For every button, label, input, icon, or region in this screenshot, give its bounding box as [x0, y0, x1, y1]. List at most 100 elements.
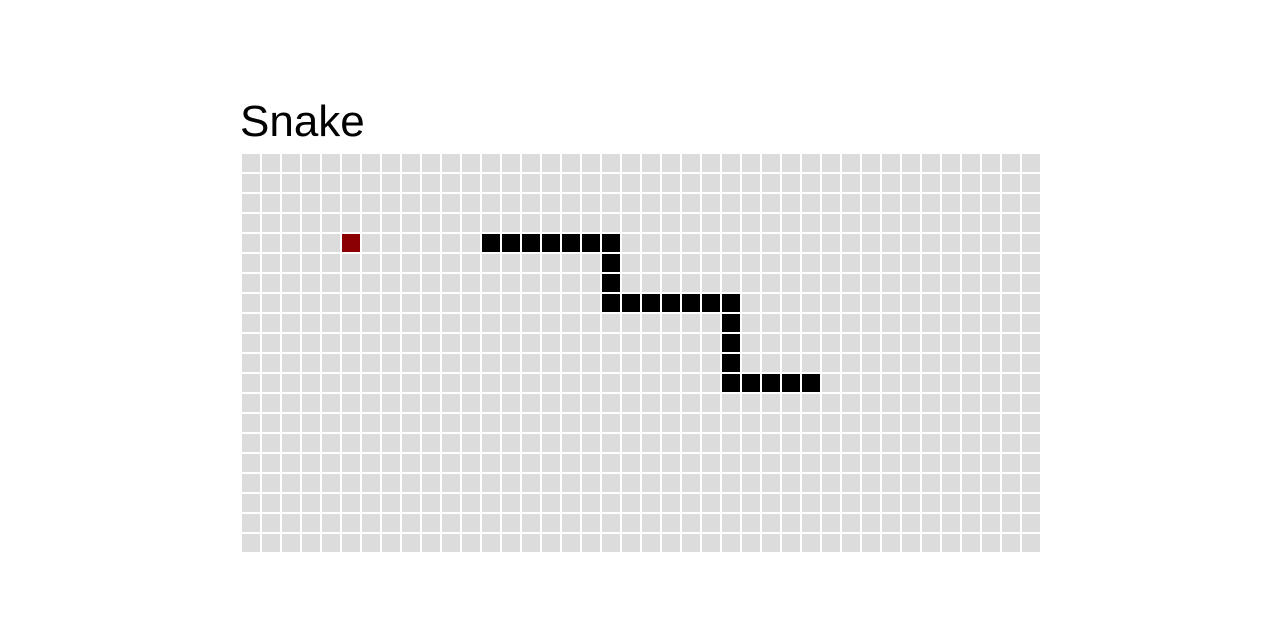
board-cell: [920, 252, 940, 272]
board-cell: [340, 272, 360, 292]
board-cell: [740, 332, 760, 352]
board-cell: [800, 472, 820, 492]
board-cell: [480, 512, 500, 532]
board-cell: [460, 252, 480, 272]
board-cell: [280, 532, 300, 552]
board-cell: [820, 252, 840, 272]
board-cell: [760, 512, 780, 532]
board-cell: [260, 192, 280, 212]
board-cell: [920, 152, 940, 172]
board-cell: [720, 432, 740, 452]
board-cell: [400, 532, 420, 552]
board-cell: [520, 512, 540, 532]
board-cell: [960, 172, 980, 192]
board-cell: [360, 232, 380, 252]
board-cell: [380, 452, 400, 472]
board-cell: [800, 512, 820, 532]
board-cell: [540, 312, 560, 332]
board-cell: [580, 492, 600, 512]
board-cell: [260, 412, 280, 432]
board-cell: [260, 492, 280, 512]
board-cell: [560, 372, 580, 392]
board-cell: [820, 152, 840, 172]
snake-segment: [520, 232, 540, 252]
board-cell: [620, 212, 640, 232]
board-cell: [600, 492, 620, 512]
board-cell: [360, 372, 380, 392]
board-cell: [1000, 512, 1020, 532]
board-cell: [960, 452, 980, 472]
board-cell: [560, 452, 580, 472]
board-cell: [820, 492, 840, 512]
board-cell: [440, 532, 460, 552]
board-cell: [320, 212, 340, 232]
board-cell: [480, 472, 500, 492]
board-cell: [540, 392, 560, 412]
board-cell: [580, 512, 600, 532]
board-cell: [820, 172, 840, 192]
board-cell: [700, 432, 720, 452]
board-cell: [360, 172, 380, 192]
board-cell: [520, 392, 540, 412]
snake-segment: [640, 292, 660, 312]
board-cell: [760, 172, 780, 192]
board-cell: [880, 312, 900, 332]
board-cell: [880, 492, 900, 512]
board-cell: [820, 392, 840, 412]
board-cell: [720, 512, 740, 532]
board-cell: [1000, 172, 1020, 192]
board-cell: [800, 492, 820, 512]
board-cell: [340, 452, 360, 472]
board-cell: [860, 212, 880, 232]
board-cell: [240, 392, 260, 412]
board-cell: [500, 192, 520, 212]
game-board[interactable]: [240, 152, 1040, 552]
board-cell: [780, 292, 800, 312]
board-cell: [740, 492, 760, 512]
board-cell: [800, 192, 820, 212]
snake-segment: [720, 292, 740, 312]
board-cell: [900, 212, 920, 232]
board-cell: [580, 432, 600, 452]
board-cell: [360, 152, 380, 172]
board-cell: [340, 372, 360, 392]
board-cell: [320, 352, 340, 372]
board-cell: [980, 392, 1000, 412]
board-cell: [520, 312, 540, 332]
board-cell: [400, 252, 420, 272]
board-cell: [420, 392, 440, 412]
board-cell: [740, 152, 760, 172]
board-cell: [460, 512, 480, 532]
board-cell: [880, 272, 900, 292]
board-cell: [440, 512, 460, 532]
board-cell: [920, 352, 940, 372]
snake-segment: [800, 372, 820, 392]
board-cell: [640, 272, 660, 292]
board-cell: [600, 372, 620, 392]
board-cell: [560, 172, 580, 192]
board-cell: [620, 332, 640, 352]
board-cell: [640, 472, 660, 492]
board-cell: [780, 432, 800, 452]
board-cell: [900, 332, 920, 352]
board-cell: [740, 432, 760, 452]
board-cell: [420, 252, 440, 272]
board-cell: [820, 292, 840, 312]
board-cell: [700, 192, 720, 212]
board-cell: [1020, 532, 1040, 552]
snake-segment: [560, 232, 580, 252]
board-cell: [640, 192, 660, 212]
board-cell: [980, 152, 1000, 172]
board-cell: [540, 412, 560, 432]
board-cell: [960, 372, 980, 392]
board-cell: [800, 172, 820, 192]
board-cell: [760, 352, 780, 372]
board-cell: [460, 212, 480, 232]
board-cell: [860, 512, 880, 532]
board-cell: [560, 432, 580, 452]
board-cell: [720, 492, 740, 512]
board-cell: [440, 312, 460, 332]
board-cell: [640, 392, 660, 412]
board-cell: [360, 352, 380, 372]
board-cell: [440, 492, 460, 512]
